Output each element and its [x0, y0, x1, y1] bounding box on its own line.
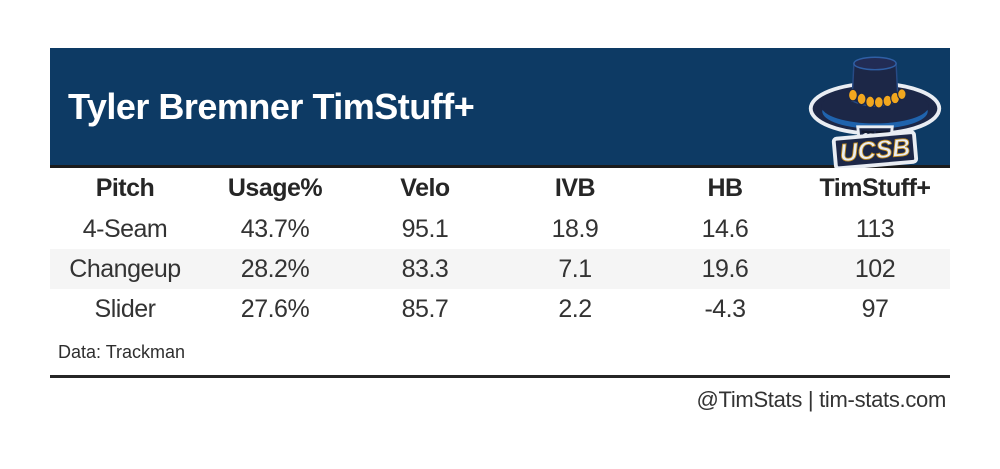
cell-ivb: 2.2: [558, 294, 592, 323]
table-row-changeup: Changeup 28.2% 83.3 7.1 19.6 102: [50, 249, 950, 289]
cell-pitch-name: Slider: [94, 294, 156, 323]
cell-timstuff: 97: [861, 294, 889, 323]
title-banner: Tyler Bremner TimStuff+: [50, 48, 950, 168]
cell-usage: 27.6%: [240, 294, 310, 323]
col-header-velo: Velo: [400, 174, 450, 202]
col-header-timstuff: TimStuff+: [819, 174, 931, 202]
table-header-row: Pitch Usage% Velo IVB HB TimStuff+: [50, 168, 950, 209]
cell-ivb: 18.9: [551, 214, 599, 243]
gaucho-hat-icon: [808, 56, 942, 136]
stat-card: Tyler Bremner TimStuff+: [50, 48, 950, 413]
col-header-hb: HB: [707, 174, 743, 202]
cell-usage: 43.7%: [240, 214, 310, 243]
cell-velo: 83.3: [401, 254, 449, 283]
ucsb-logo-text: UCSB: [839, 133, 912, 167]
table-row-slider: Slider 27.6% 85.7 2.2 -4.3 97: [50, 289, 950, 329]
cell-timstuff: 102: [854, 254, 896, 283]
pitch-stats-table: Pitch Usage% Velo IVB HB TimStuff+ 4-Sea…: [50, 168, 950, 329]
footer-credit: @TimStats | tim-stats.com: [696, 387, 946, 412]
ucsb-gauchos-logo: UCSB: [808, 56, 942, 168]
col-header-ivb: IVB: [554, 174, 596, 202]
cell-velo: 95.1: [401, 214, 449, 243]
cell-timstuff: 113: [855, 214, 895, 243]
footer-divider: [50, 375, 950, 378]
cell-hb: 14.6: [701, 214, 749, 243]
cell-hb: 19.6: [701, 254, 749, 283]
col-header-pitch: Pitch: [95, 174, 155, 202]
cell-pitch-name: 4-Seam: [82, 214, 168, 243]
ucsb-wordmark: UCSB: [831, 130, 919, 168]
col-header-usage: Usage%: [227, 174, 323, 202]
table-row-4seam: 4-Seam 43.7% 95.1 18.9 14.6 113: [50, 209, 950, 249]
cell-hb: -4.3: [704, 294, 746, 323]
hat-band-gold-dots: [847, 88, 907, 109]
cell-pitch-name: Changeup: [69, 254, 181, 283]
cell-ivb: 7.1: [558, 254, 592, 283]
page-title: Tyler Bremner TimStuff+: [68, 85, 475, 127]
cell-usage: 28.2%: [240, 254, 310, 283]
data-source-note: Data: Trackman: [58, 342, 186, 362]
cell-velo: 85.7: [401, 294, 449, 323]
